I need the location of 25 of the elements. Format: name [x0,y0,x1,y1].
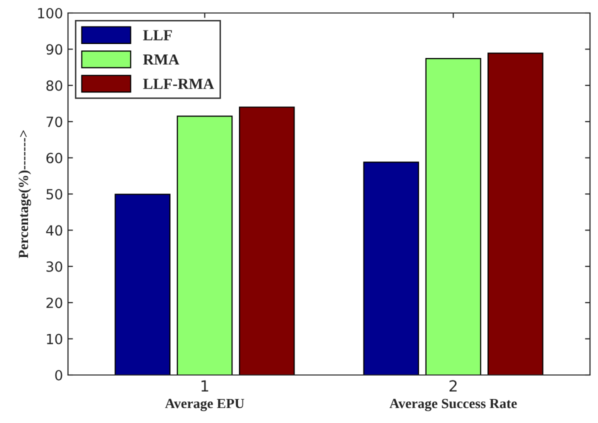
text: Average Success Rate [390,398,517,412]
text: Average EPU [165,398,244,412]
y-tick-label: 70 [46,116,62,128]
legend-label: LLF [143,30,172,40]
y-tick-label: 80 [46,80,62,91]
bar [363,162,420,375]
bar [114,194,170,375]
legend-label: RMA [143,54,180,65]
bar [425,58,482,375]
y-tick-label: 60 [46,152,62,164]
y-tick-label: 40 [46,225,62,236]
bar [176,116,233,375]
y-axis-title: Percentage(%)-------> [18,130,32,258]
y-tick-label: 10 [46,334,62,344]
legend-label: LLF-RMA [143,78,214,89]
y-tick-label: 100 [38,8,62,18]
x-tick-label: 1 [202,380,208,392]
y-tick-label: 20 [46,298,62,308]
x-tick-label: 2 [450,380,457,392]
y-tick-label: 30 [46,261,62,272]
y-tick-label: 90 [46,44,62,55]
bar [488,52,544,375]
bar [238,106,295,375]
y-tick-label: 50 [46,188,62,200]
y-tick-label: 0 [55,370,62,380]
